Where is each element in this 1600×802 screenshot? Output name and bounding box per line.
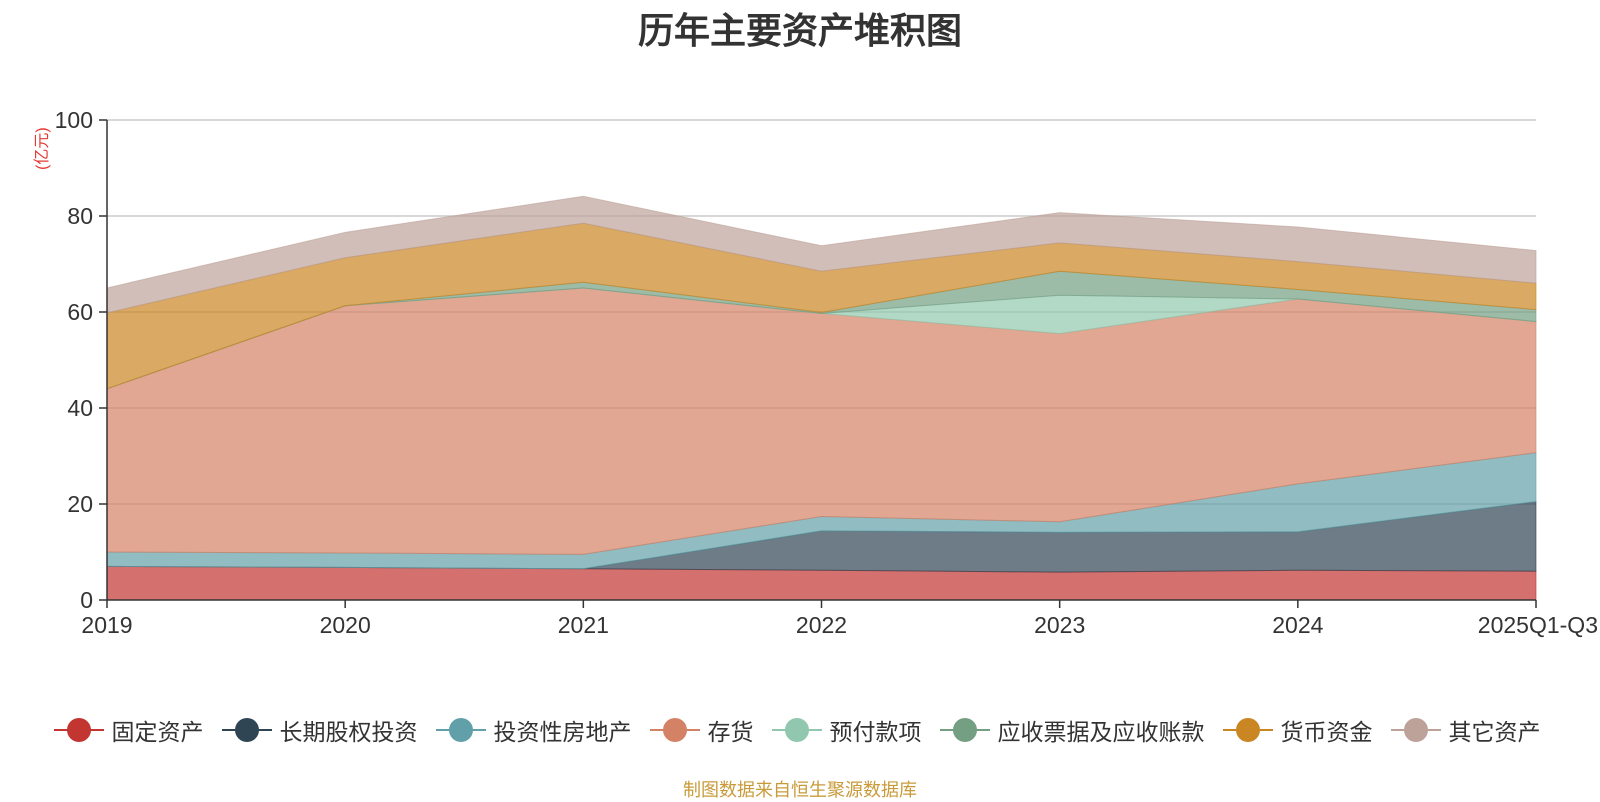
legend-item-5[interactable]: 应收票据及应收账款 bbox=[939, 713, 1205, 747]
axis-layer: 0 20 40 60 80 100 2019 2020 2021 2022 2023 2024 2025… bbox=[55, 107, 1598, 638]
legend-marker-icon bbox=[771, 717, 822, 743]
legend-marker-icon bbox=[53, 717, 104, 743]
legend-item-6[interactable]: 货币资金 bbox=[1222, 713, 1373, 747]
chart-title: 历年主要资产堆积图 bbox=[637, 10, 962, 51]
y-tick-label-80: 80 bbox=[67, 203, 93, 229]
legend-marker-icon bbox=[939, 717, 990, 743]
legend-item-1[interactable]: 长期股权投资 bbox=[221, 713, 418, 747]
legend-item-3[interactable]: 存货 bbox=[649, 713, 754, 747]
x-tick-label-5: 2024 bbox=[1272, 612, 1323, 638]
legend-label: 固定资产 bbox=[111, 719, 204, 745]
x-tick-label-0: 2019 bbox=[81, 612, 132, 638]
y-tick-label-100: 100 bbox=[55, 107, 93, 133]
legend-item-0[interactable]: 固定资产 bbox=[53, 713, 204, 747]
x-tick-label-4: 2023 bbox=[1034, 612, 1085, 638]
legend-label: 其它资产 bbox=[1448, 719, 1541, 745]
legend-marker-icon bbox=[1222, 717, 1273, 743]
legend-item-4[interactable]: 预付款项 bbox=[771, 713, 922, 747]
x-tick-label-2: 2021 bbox=[558, 612, 609, 638]
legend-label: 长期股权投资 bbox=[279, 719, 418, 745]
legend-item-7[interactable]: 其它资产 bbox=[1390, 713, 1541, 747]
legend-marker-icon bbox=[435, 717, 486, 743]
y-tick-label-60: 60 bbox=[67, 299, 93, 325]
legend-marker-icon bbox=[221, 717, 272, 743]
area-series-0[interactable] bbox=[106, 565, 1537, 601]
legend-item-2[interactable]: 投资性房地产 bbox=[435, 713, 632, 747]
area-series-7[interactable] bbox=[106, 195, 1537, 314]
area-layer bbox=[106, 195, 1537, 601]
data-source-note: 制图数据来自恒生聚源数据库 bbox=[683, 780, 917, 800]
x-tick-label-3: 2022 bbox=[796, 612, 847, 638]
chart-legend: 固定资产 长期股权投资 投资性房地产 存货 预付款项 应收票据及应收账款 货币资金 其它资产 bbox=[0, 712, 1600, 748]
y-tick-label-40: 40 bbox=[67, 395, 93, 421]
legend-marker-icon bbox=[649, 717, 700, 743]
legend-label: 存货 bbox=[707, 719, 754, 745]
x-tick-label-1: 2020 bbox=[320, 612, 371, 638]
y-tick-label-20: 20 bbox=[67, 491, 93, 517]
x-tick-label-6: 2025Q1-Q3 bbox=[1478, 612, 1598, 638]
y-tick-label-0: 0 bbox=[80, 587, 93, 613]
legend-label: 投资性房地产 bbox=[493, 719, 632, 745]
legend-marker-icon bbox=[1390, 717, 1441, 743]
legend-label: 预付款项 bbox=[829, 719, 922, 745]
legend-label: 货币资金 bbox=[1280, 719, 1373, 745]
legend-label: 应收票据及应收账款 bbox=[997, 719, 1205, 745]
